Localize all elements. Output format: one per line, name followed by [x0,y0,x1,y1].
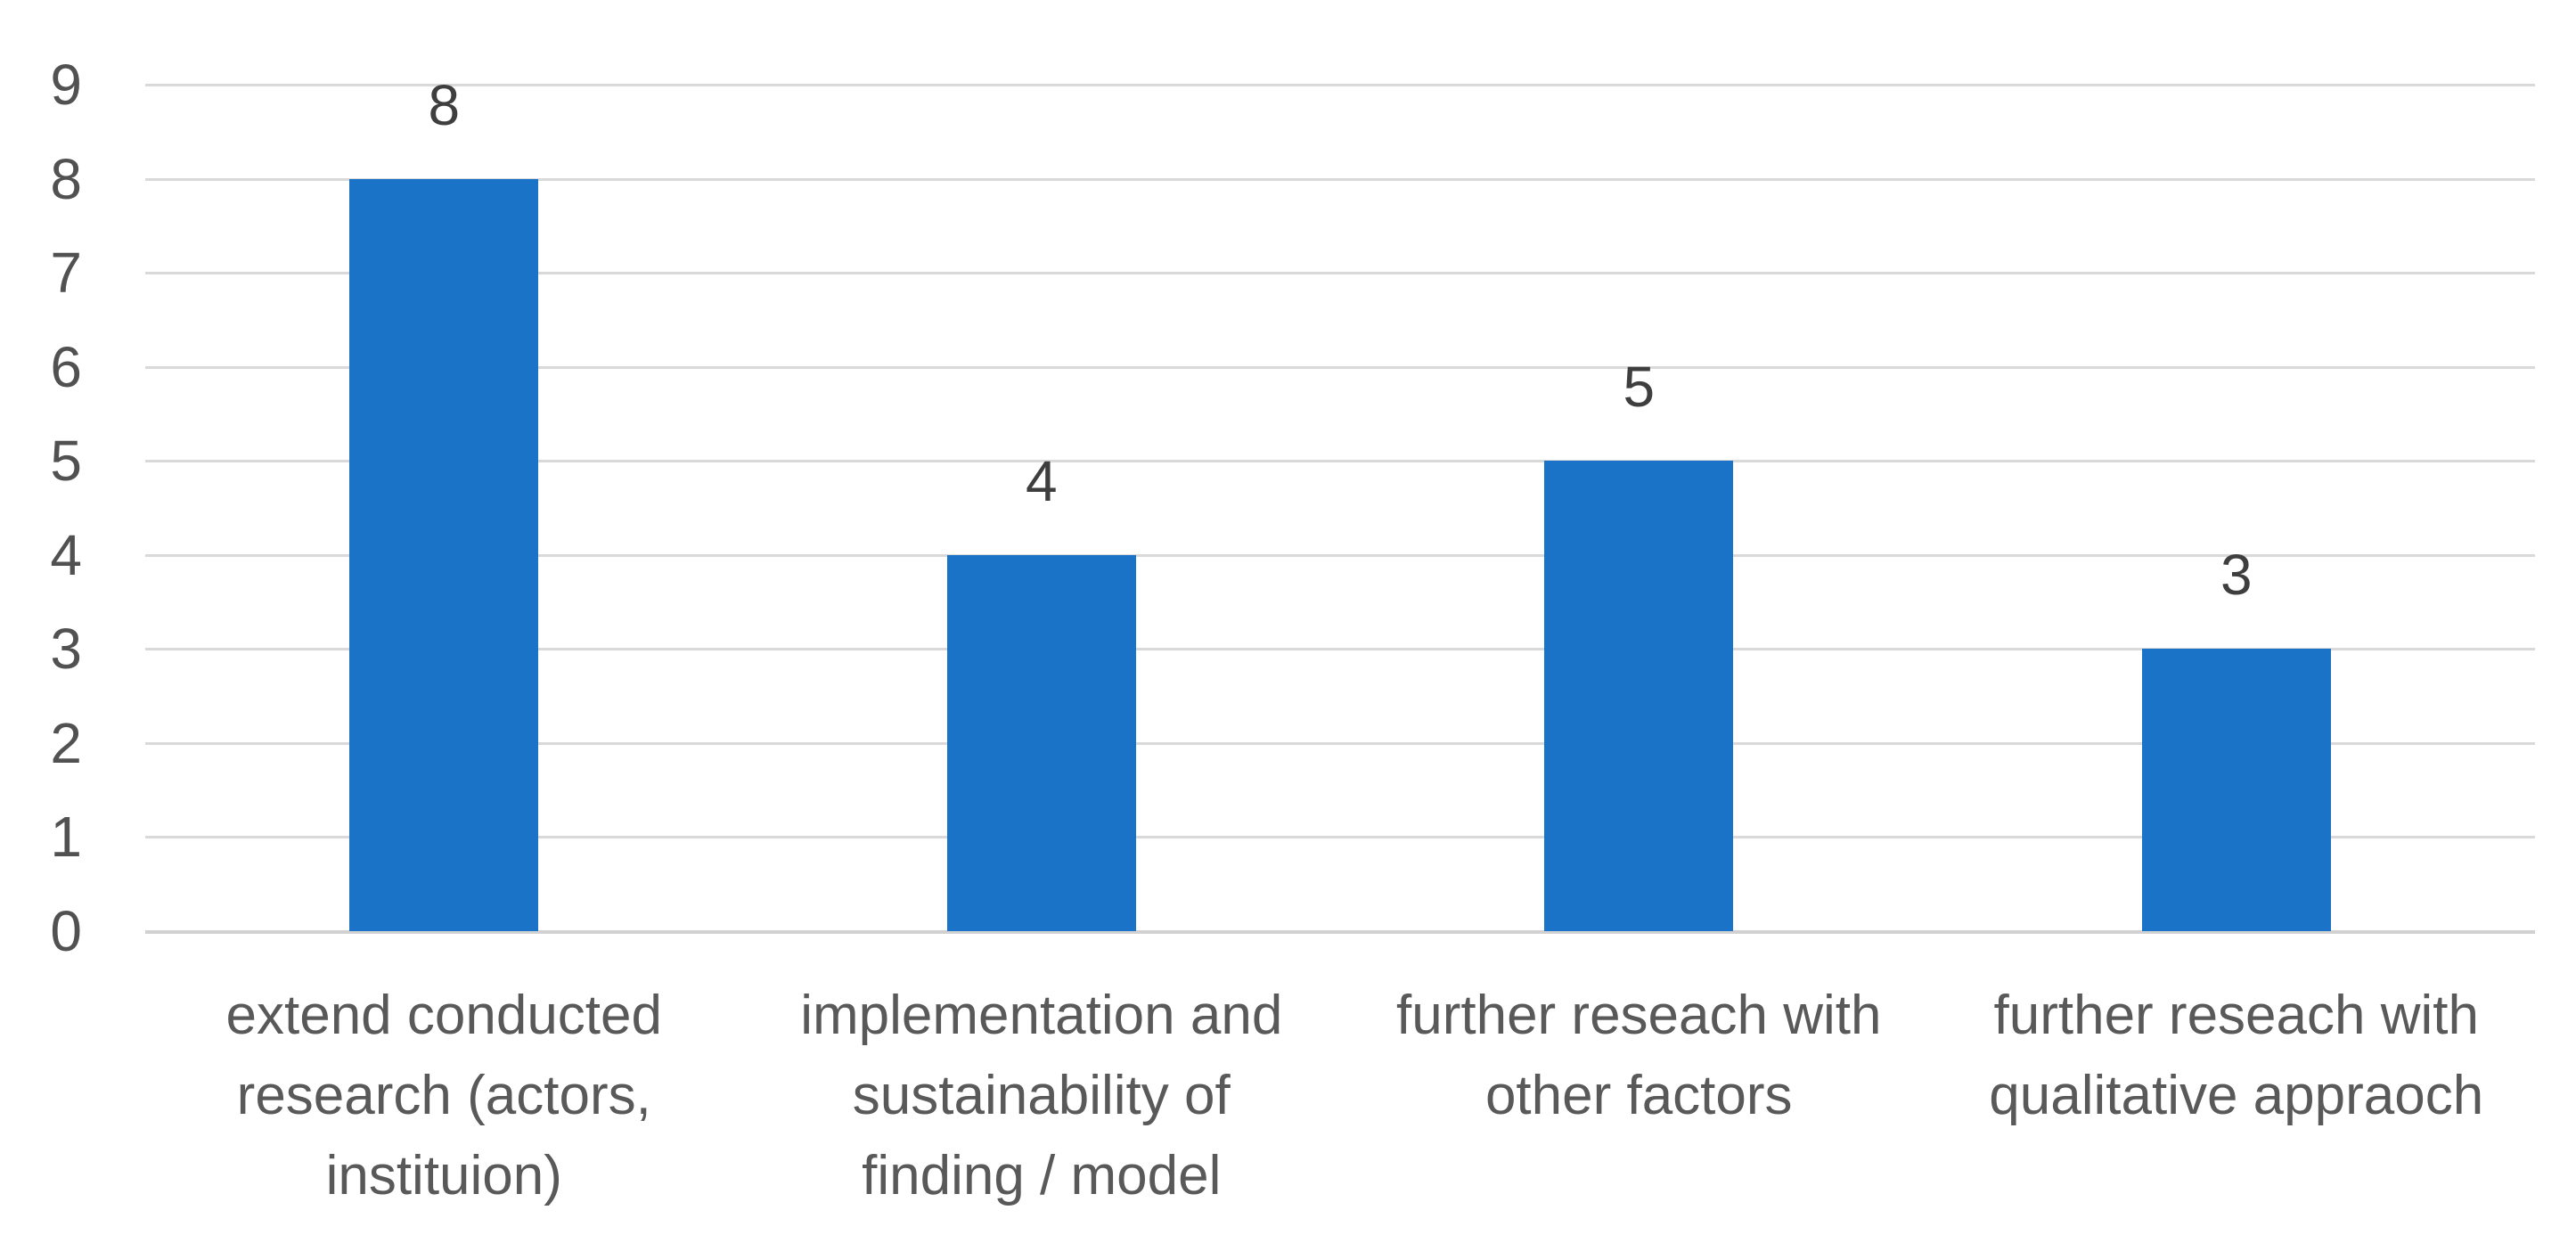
bar-4 [2141,649,2331,931]
gridline-y-5 [145,460,2535,463]
category-axis-label: further reseach with qualitative appraoc… [1989,985,2484,1126]
y-axis-tick-label: 6 [50,334,82,399]
y-axis-tick-label: 0 [50,899,82,963]
y-axis-tick-label: 5 [50,429,82,494]
gridline-y-1 [145,836,2535,839]
gridline-y-3 [145,648,2535,651]
gridline-y-7 [145,272,2535,275]
y-axis-tick-label: 3 [50,617,82,682]
gridline-y-6 [145,365,2535,369]
gridline-y-4 [145,553,2535,557]
y-axis-tick-label: 9 [50,53,82,117]
bar-value-label: 8 [428,72,461,137]
category-axis-label: extend conducted research (actors, insti… [225,985,663,1206]
y-axis-tick-label: 7 [50,241,82,306]
bar-value-label: 4 [1025,448,1058,513]
x-axis-line [145,930,2535,934]
gridline-y-2 [145,741,2535,745]
bar-value-label: 3 [2220,543,2253,608]
y-axis-tick-label: 8 [50,146,82,211]
category-axis-label: implementation and sustainability of fin… [800,985,1283,1206]
bar-2 [946,554,1136,931]
y-axis-tick-label: 4 [50,522,82,587]
bar-value-label: 5 [1623,355,1656,420]
gridline-y-8 [145,177,2535,181]
y-axis-tick-label: 1 [50,805,82,870]
category-axis-label: further reseach with other factors [1396,985,1882,1126]
gridline-y-9 [145,84,2535,86]
y-axis-tick-label: 2 [50,710,82,775]
bar-1 [349,178,539,931]
bar-3 [1544,461,1734,931]
